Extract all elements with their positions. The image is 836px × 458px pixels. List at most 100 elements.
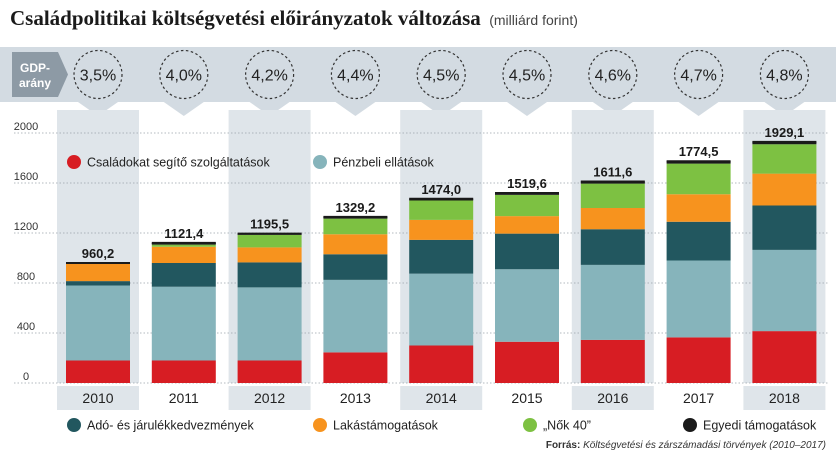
x-tick-label: 2016 <box>597 390 628 406</box>
gdp-value: 4,5% <box>509 68 545 85</box>
source-text: Költségvetési és zárszámadási törvények … <box>583 440 826 451</box>
y-tick-label: 400 <box>17 321 35 333</box>
bar-segment <box>237 360 302 383</box>
bar-segment <box>323 352 388 383</box>
bar-segment <box>323 254 388 280</box>
gdp-strip <box>0 47 836 102</box>
total-label: 1195,5 <box>250 217 289 232</box>
bar-segment <box>66 281 130 286</box>
gdp-value: 4,8% <box>766 68 802 85</box>
legend-swatch <box>313 418 327 432</box>
year-label-band <box>228 386 311 410</box>
gdp-circle <box>416 49 466 100</box>
legend-label: Lakástámogatások <box>333 419 439 433</box>
legend-swatch <box>313 155 327 169</box>
bar-segment <box>323 218 388 235</box>
bar-segment <box>580 229 645 265</box>
bar-segment <box>409 200 474 220</box>
chart-title: Családpolitikai költségvetési előirányza… <box>10 6 481 30</box>
bar-segment <box>495 341 559 383</box>
gdp-label-line2: arány <box>19 76 51 90</box>
bar-segment <box>66 263 130 282</box>
x-tick-label: 2014 <box>426 390 457 406</box>
gdp-pointer <box>335 102 376 116</box>
bar-segment <box>151 286 216 361</box>
legend-label: Egyedi támogatások <box>703 419 817 433</box>
year-label-band <box>571 386 654 410</box>
legend-swatch <box>523 418 537 432</box>
gdp-value: 4,0% <box>166 68 202 85</box>
gdp-value: 4,5% <box>423 68 459 85</box>
legend-swatch <box>67 418 81 432</box>
y-tick-label: 800 <box>17 271 35 283</box>
year-label-band <box>657 386 740 410</box>
y-tick-label: 0 <box>23 371 29 383</box>
bar-segment <box>409 345 474 383</box>
bar-segment <box>666 161 731 164</box>
bar-segment <box>323 279 388 353</box>
gdp-pointer <box>249 102 290 116</box>
legend-label: Adó- és járulékkedvezmények <box>87 419 254 433</box>
bar-segment <box>237 262 302 288</box>
x-tick-label: 2012 <box>254 390 285 406</box>
gdp-circle <box>330 49 380 100</box>
gdp-label-box <box>12 52 68 97</box>
bar-segment <box>580 181 645 184</box>
gdp-circle <box>588 49 638 100</box>
bar-segment <box>323 234 388 255</box>
bar-segment <box>495 194 559 217</box>
bar-segment <box>237 247 302 263</box>
bar-segment <box>666 260 731 338</box>
gdp-circle <box>759 49 810 100</box>
total-label: 1474,0 <box>421 182 461 197</box>
y-tick-label: 1200 <box>14 221 38 233</box>
bar-segment <box>151 246 216 263</box>
x-tick-label: 2011 <box>169 390 199 406</box>
gdp-pointer <box>678 102 719 116</box>
bar-segment <box>495 269 559 342</box>
y-tick-label: 1600 <box>14 171 38 183</box>
gdp-value: 4,6% <box>595 68 631 85</box>
gdp-circle <box>673 49 724 100</box>
bar-segment <box>66 360 130 383</box>
year-label-band <box>486 386 568 410</box>
x-tick-label: 2010 <box>82 390 113 406</box>
x-tick-label: 2015 <box>511 390 542 406</box>
total-label: 1929,1 <box>765 125 805 140</box>
total-label: 1519,6 <box>507 176 547 191</box>
legend-swatch <box>67 155 81 169</box>
bar-segment <box>752 205 817 250</box>
bar-segment <box>752 144 817 174</box>
gdp-circle <box>73 49 123 100</box>
total-label: 1121,4 <box>164 226 204 241</box>
bar-segment <box>666 337 731 383</box>
bar-segment <box>752 249 817 332</box>
bar-segment <box>580 208 645 230</box>
source-note: Forrás: Költségvetési és zárszámadási tö… <box>546 440 826 451</box>
gdp-pointer <box>592 102 633 116</box>
bar-segment <box>495 216 559 234</box>
year-label-band <box>314 386 397 410</box>
bar-segment <box>666 163 731 195</box>
bar-segment <box>580 183 645 208</box>
y-tick-label: 2000 <box>14 121 38 133</box>
bar-segment <box>752 331 817 383</box>
bar-segment <box>666 194 731 222</box>
legend-label: Pénzbeli ellátások <box>333 156 435 170</box>
gdp-value: 4,7% <box>680 68 716 85</box>
gdp-circle <box>502 49 552 100</box>
gdp-label-line1: GDP- <box>20 61 50 75</box>
total-label: 1611,6 <box>593 165 632 180</box>
chart-unit: (milliárd forint) <box>489 12 578 28</box>
source-label: Forrás: <box>545 440 581 451</box>
bar-segment <box>409 219 474 240</box>
legend-label: Családokat segítő szolgáltatások <box>87 156 270 170</box>
year-label-band <box>57 386 139 410</box>
year-label-band <box>400 386 483 410</box>
chart-title-block: Családpolitikai költségvetési előirányza… <box>10 6 578 31</box>
bar-segment <box>151 244 216 247</box>
bar-segment <box>237 234 302 248</box>
gdp-circle <box>159 49 209 100</box>
total-label: 1774,5 <box>679 144 719 159</box>
